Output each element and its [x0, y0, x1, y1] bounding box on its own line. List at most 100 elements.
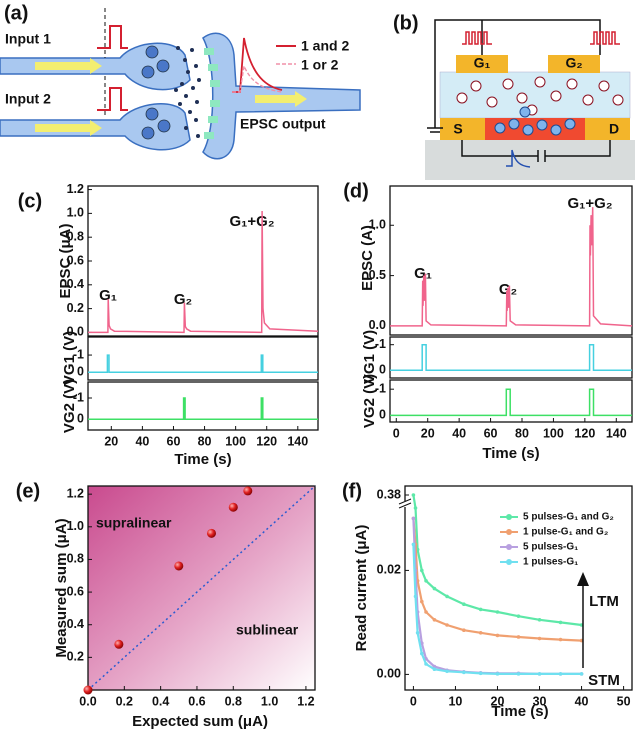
data-line	[412, 494, 582, 627]
data-point	[495, 633, 500, 638]
input-label: Input 1	[5, 31, 51, 47]
y-tick-label: 0.2	[67, 301, 84, 315]
y-axis-label: VG1 (V)	[361, 330, 378, 384]
y-tick-label: 0.0	[369, 318, 386, 332]
data-point	[424, 662, 428, 666]
x-tick-label: 140	[287, 434, 308, 448]
y-tick-label: 1.2	[67, 486, 84, 500]
y-tick-label: 0.0	[67, 325, 84, 339]
data-point	[432, 618, 437, 622]
annotation: G₁+G₂	[568, 195, 613, 212]
annotation: G₁	[414, 265, 432, 282]
gate-label: G₁	[474, 55, 491, 71]
reference-line	[87, 485, 316, 691]
device-diagram: (b) G₁ G₂ S D	[393, 12, 635, 180]
x-axis-label: Time (s)	[482, 445, 539, 462]
source-label: S	[453, 121, 462, 137]
x-tick-label: 20	[104, 434, 118, 448]
legend-label: 5 pulses-G₁	[523, 542, 578, 553]
data-point	[516, 635, 521, 639]
panel-label: (d)	[343, 180, 369, 202]
annotation: G₁	[99, 287, 117, 304]
legend-swatch	[506, 559, 512, 565]
data-point	[243, 486, 253, 496]
data-point	[411, 542, 416, 547]
panel-label: (b)	[393, 12, 419, 34]
data-point	[413, 594, 418, 599]
data-point	[478, 631, 483, 635]
y-axis-label: Measured sum (μA)	[53, 518, 70, 657]
plot-frame	[87, 336, 319, 381]
x-tick-label: 140	[606, 426, 627, 440]
gate-label: G₂	[565, 55, 582, 71]
data-point	[432, 667, 437, 671]
data-point	[537, 618, 542, 622]
data-point	[432, 586, 437, 591]
y-tick-label: 0.00	[377, 667, 401, 681]
y-tick-label: 0.4	[67, 617, 84, 631]
data-line	[390, 343, 632, 372]
legend-label: 1 and 2	[301, 38, 349, 54]
y-tick-label: 0.4	[67, 277, 84, 291]
x-tick-label: 80	[515, 426, 529, 440]
data-line	[412, 544, 582, 675]
drain-label: D	[609, 121, 619, 137]
x-tick-label: 0.6	[188, 694, 205, 708]
y-axis-label: EPSC (μA)	[57, 223, 74, 298]
panel-label: (e)	[16, 480, 40, 502]
y-tick-label: -1	[73, 347, 84, 361]
data-point	[415, 631, 420, 635]
data-point	[411, 493, 416, 497]
plot-frame	[389, 379, 633, 423]
annotation: G₁+G₂	[230, 213, 275, 230]
data-point	[495, 672, 500, 676]
data-line	[390, 207, 633, 327]
x-axis-label: Time (s)	[491, 703, 548, 720]
x-tick-label: 40	[135, 434, 149, 448]
x-tick-label: 120	[256, 434, 277, 448]
data-line	[88, 397, 318, 421]
y-tick-label: 0	[77, 412, 84, 426]
x-tick-label: 60	[167, 434, 181, 448]
y-tick-label: 0	[379, 408, 386, 422]
y-tick-label: 0.6	[67, 584, 84, 598]
data-line	[88, 354, 318, 374]
legend-label: 5 pulses-G₁ and G₂	[523, 512, 614, 523]
data-point	[462, 628, 466, 632]
x-tick-label: 50	[617, 694, 631, 708]
x-tick-label: 30	[533, 694, 547, 708]
data-point	[558, 672, 563, 676]
y-tick-label: 0.2	[67, 650, 84, 664]
legend-label: 1 or 2	[301, 57, 339, 73]
x-tick-label: 0	[410, 694, 417, 708]
x-tick-label: 40	[575, 694, 589, 708]
data-line	[412, 518, 582, 642]
x-tick-label: 40	[452, 426, 466, 440]
legend-swatch	[506, 529, 512, 535]
panel-label: (a)	[4, 2, 28, 24]
annotation: STM	[588, 672, 620, 689]
x-axis-label: Time (s)	[174, 451, 231, 468]
annotation: LTM	[589, 593, 619, 610]
y-tick-label: 0	[379, 363, 386, 377]
plot-frame	[389, 336, 633, 379]
data-point	[420, 599, 424, 604]
data-point	[445, 623, 449, 627]
y-axis-label: EPSC (A)	[359, 225, 376, 291]
x-tick-label: 0.0	[79, 694, 96, 708]
x-tick-label: 0.8	[225, 694, 242, 708]
data-point	[516, 614, 521, 618]
y-tick-label: 0	[77, 365, 84, 379]
data-point	[83, 685, 93, 695]
y-tick-label: -1	[375, 337, 386, 351]
data-point	[424, 610, 428, 614]
arrow-head	[577, 572, 589, 586]
axis-break	[399, 501, 411, 507]
x-tick-label: 100	[225, 434, 246, 448]
y-tick-label: 0.5	[369, 268, 386, 282]
data-point	[413, 506, 418, 510]
x-tick-label: 60	[484, 426, 498, 440]
plot-frame	[404, 485, 633, 691]
data-point	[206, 528, 216, 538]
x-axis-label: Expected sum (μA)	[132, 713, 268, 730]
